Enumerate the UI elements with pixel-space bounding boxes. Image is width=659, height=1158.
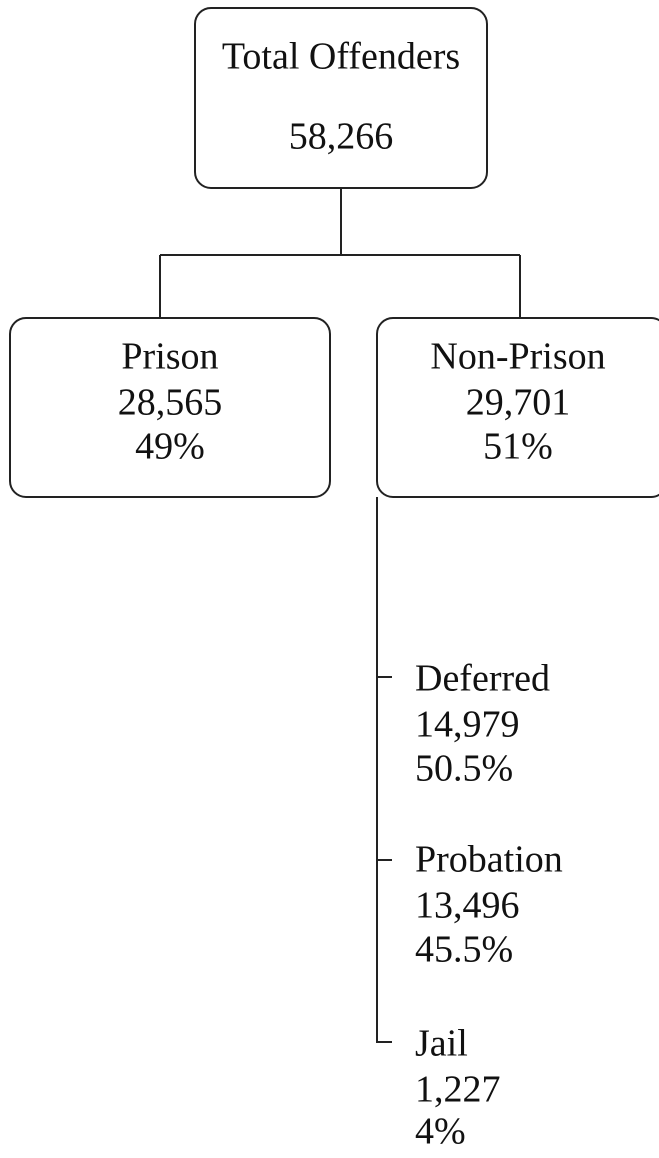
node-label: Prison: [121, 336, 218, 378]
connector: [159, 188, 521, 318]
child-connector: [376, 497, 392, 1043]
non-prison-box: [376, 317, 659, 498]
child-percent: 45.5%: [415, 929, 513, 971]
child-count: 14,979: [415, 704, 520, 746]
node-percent: 51%: [483, 426, 553, 468]
prison-box: [9, 317, 331, 498]
root-label: Total Offenders: [222, 36, 460, 78]
node-label: Non-Prison: [430, 336, 605, 378]
child-percent: 4%: [415, 1111, 466, 1153]
node-count: 28,565: [118, 382, 223, 424]
child-percent: 50.5%: [415, 748, 513, 790]
root-count: 58,266: [289, 116, 394, 158]
child-label: Jail: [415, 1023, 468, 1065]
node-count: 29,701: [466, 382, 571, 424]
child-label: Probation: [415, 839, 563, 881]
child-label: Deferred: [415, 658, 550, 700]
child-count: 1,227: [415, 1069, 501, 1111]
child-count: 13,496: [415, 885, 520, 927]
node-percent: 49%: [135, 426, 205, 468]
